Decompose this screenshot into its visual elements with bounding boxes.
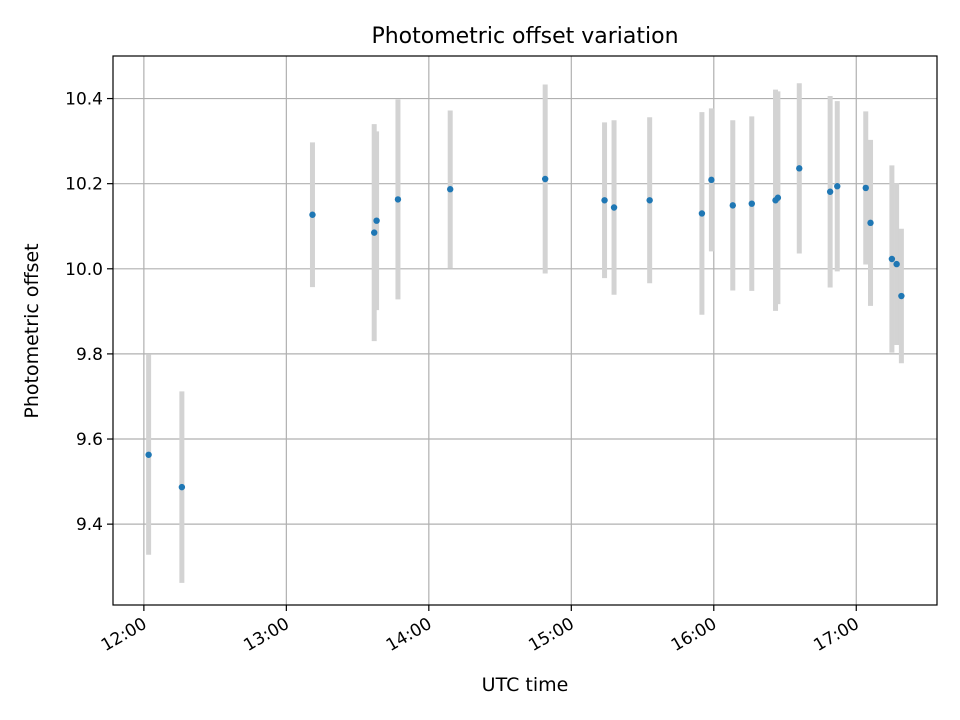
data-point (888, 255, 896, 263)
data-point (862, 184, 869, 192)
data-point (610, 204, 618, 211)
data-point (898, 292, 905, 300)
data-point (796, 165, 803, 172)
y-tick-label: 9.8 (76, 345, 103, 365)
x-tick-label: 16:00 (668, 614, 720, 656)
error-bars (146, 83, 904, 583)
y-tick-label: 10.4 (65, 90, 103, 110)
data-point (145, 451, 152, 458)
data-point (646, 197, 653, 204)
data-point (371, 229, 378, 236)
data-point (373, 217, 380, 224)
chart-title: Photometric offset variation (371, 24, 678, 49)
data-point (729, 202, 736, 209)
x-axis-label: UTC time (482, 674, 569, 696)
y-axis-ticks: 9.4 9.6 9.8 10.0 10.2 10.4 (65, 90, 113, 535)
y-tick-label: 10.0 (65, 260, 103, 280)
data-point (893, 260, 900, 268)
y-tick-label: 9.4 (76, 515, 103, 535)
data-point (309, 211, 316, 218)
data-point (698, 210, 706, 217)
data-point (834, 183, 841, 190)
data-point (826, 188, 834, 195)
grid (113, 56, 937, 605)
x-tick-label: 14:00 (383, 614, 435, 656)
data-point (178, 483, 186, 491)
data-point (867, 219, 874, 227)
data-points (145, 165, 905, 491)
x-tick-label: 12:00 (98, 614, 150, 656)
data-point (541, 175, 549, 183)
data-point (708, 176, 715, 184)
x-tick-label: 17:00 (810, 614, 862, 656)
x-axis-ticks: 12:00 13:00 14:00 15:00 16:00 17:00 (98, 605, 863, 656)
x-tick-label: 15:00 (525, 614, 577, 656)
data-point (601, 197, 608, 204)
y-axis-label: Photometric offset (21, 243, 43, 418)
data-point (748, 200, 755, 207)
data-point (446, 186, 454, 193)
y-tick-label: 10.2 (65, 175, 103, 195)
plot-frame (112, 55, 938, 606)
data-point (394, 196, 402, 203)
x-tick-label: 13:00 (240, 614, 292, 656)
y-tick-label: 9.6 (76, 430, 103, 450)
data-point (774, 194, 782, 201)
